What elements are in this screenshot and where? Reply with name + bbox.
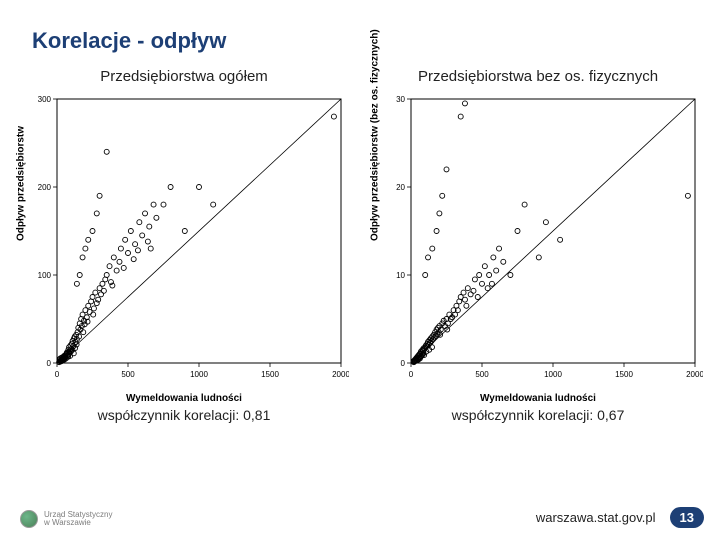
svg-text:1000: 1000 <box>190 370 208 379</box>
logo-line2: w Warszawie <box>44 519 112 527</box>
xlabel-left: Wymeldowania ludności <box>19 393 349 404</box>
svg-text:100: 100 <box>38 271 52 280</box>
svg-text:1000: 1000 <box>544 370 562 379</box>
svg-text:200: 200 <box>38 183 52 192</box>
svg-text:500: 500 <box>475 370 489 379</box>
caption-left: współczynnik korelacji: 0,81 <box>98 407 271 423</box>
panel-left: Przedsiębiorstwa ogółem Odpływ przedsięb… <box>14 68 354 423</box>
svg-text:10: 10 <box>396 271 405 280</box>
logo-mark-icon <box>20 510 38 528</box>
svg-text:2000: 2000 <box>332 370 349 379</box>
svg-text:0: 0 <box>401 359 406 368</box>
svg-text:500: 500 <box>121 370 135 379</box>
svg-text:0: 0 <box>47 359 52 368</box>
panel-left-title: Przedsiębiorstwa ogółem <box>100 68 268 85</box>
org-logo: Urząd Statystyczny w Warszawie <box>20 510 112 528</box>
caption-right: współczynnik korelacji: 0,67 <box>452 407 625 423</box>
plot-left: Odpływ przedsiębiorstw 05001000150020000… <box>19 91 349 391</box>
ylabel-right: Odpływ przedsiębiorstw (bez os. fizyczny… <box>370 29 381 241</box>
svg-text:0: 0 <box>55 370 60 379</box>
svg-text:0: 0 <box>409 370 414 379</box>
scatter-left: 0 500 1000 1500 2000 0 100 200 300 <box>19 91 349 391</box>
plot-right: Odpływ przedsiębiorstw (bez os. fizyczny… <box>373 91 703 391</box>
xlabel-right: Wymeldowania ludności <box>373 393 703 404</box>
panel-right-title: Przedsiębiorstwa bez os. fizycznych <box>418 68 658 85</box>
ylabel-left: Odpływ przedsiębiorstw <box>16 126 27 241</box>
svg-text:1500: 1500 <box>615 370 633 379</box>
footer: warszawa.stat.gov.pl 13 <box>536 507 704 528</box>
svg-text:20: 20 <box>396 183 405 192</box>
page-number-badge: 13 <box>670 507 704 528</box>
scatter-right: 0 500 1000 1500 2000 0 10 20 30 <box>373 91 703 391</box>
footer-url: warszawa.stat.gov.pl <box>536 510 656 525</box>
svg-text:30: 30 <box>396 95 405 104</box>
charts-row: Przedsiębiorstwa ogółem Odpływ przedsięb… <box>14 68 708 423</box>
svg-text:2000: 2000 <box>686 370 703 379</box>
svg-text:1500: 1500 <box>261 370 279 379</box>
page-title: Korelacje - odpływ <box>32 28 226 54</box>
panel-right: Przedsiębiorstwa bez os. fizycznych Odpł… <box>368 68 708 423</box>
logo-text: Urząd Statystyczny w Warszawie <box>44 511 112 528</box>
svg-text:300: 300 <box>38 95 52 104</box>
